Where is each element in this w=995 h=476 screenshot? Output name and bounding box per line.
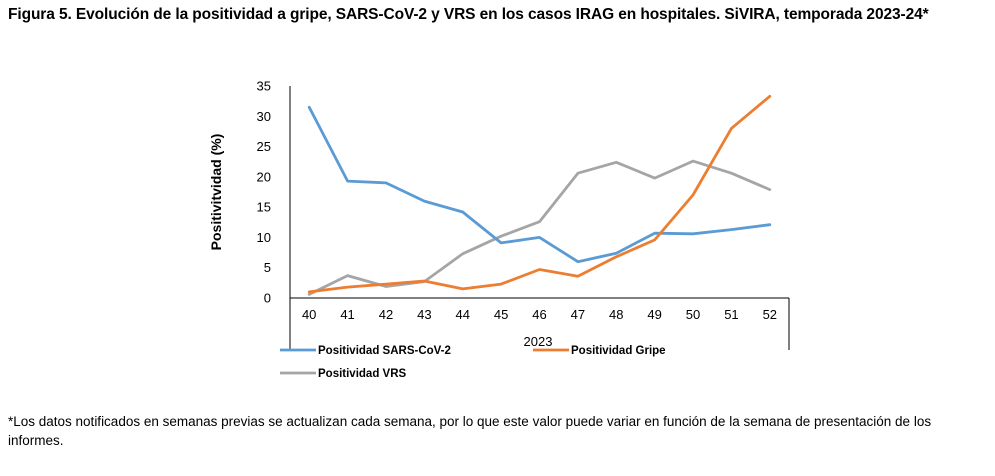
series-line-0 xyxy=(307,105,772,264)
x-tick-label: 45 xyxy=(494,307,508,322)
x-tick-label: 49 xyxy=(647,307,661,322)
y-tick-label: 15 xyxy=(257,200,271,215)
chart-axes xyxy=(289,86,790,350)
x-tick-labels: 40 41 42 43 44 45 46 47 48 49 50 51 52 xyxy=(302,307,777,322)
x-axis-label: 2023 xyxy=(524,334,553,349)
x-tick-label: 46 xyxy=(532,307,546,322)
x-tick-label: 44 xyxy=(455,307,469,322)
y-tick-label: 10 xyxy=(257,230,271,245)
y-tick-label: 5 xyxy=(264,260,271,275)
y-tick-label: 25 xyxy=(257,139,271,154)
legend-label: Positividad VRS xyxy=(318,368,407,380)
legend-label: Positividad SARS-CoV-2 xyxy=(318,345,451,357)
series-lines xyxy=(307,94,772,296)
x-tick-label: 51 xyxy=(724,307,738,322)
x-tick-label: 42 xyxy=(379,307,393,322)
legend: Positividad SARS-CoV-2 Positividad Gripe P… xyxy=(280,345,666,380)
x-tick-label: 50 xyxy=(686,307,700,322)
legend-label: Positividad Gripe xyxy=(571,345,666,357)
series-line-1 xyxy=(307,94,772,294)
y-tick-labels: 0 5 10 15 20 25 30 35 xyxy=(257,79,271,306)
figure-title: Figura 5. Evolución de la positividad a … xyxy=(8,6,929,23)
x-tick-label: 48 xyxy=(609,307,623,322)
y-tick-label: 0 xyxy=(264,291,271,306)
x-tick-label: 43 xyxy=(417,307,431,322)
y-tick-label: 20 xyxy=(257,169,271,184)
x-tick-label: 40 xyxy=(302,307,316,322)
y-tick-label: 30 xyxy=(257,109,271,124)
y-tick-label: 35 xyxy=(257,79,271,94)
x-tick-label: 47 xyxy=(571,307,585,322)
x-tick-label: 41 xyxy=(340,307,354,322)
series-line-2 xyxy=(307,159,772,296)
line-chart: 0 5 10 15 20 25 30 35 40 41 42 43 44 45 46 47 48 49 50 51 5… xyxy=(208,79,790,380)
y-axis-label: Positivitvidad (%) xyxy=(208,134,224,251)
x-tick-label: 52 xyxy=(763,307,777,322)
footnote: *Los datos notificados en semanas previa… xyxy=(8,414,932,448)
